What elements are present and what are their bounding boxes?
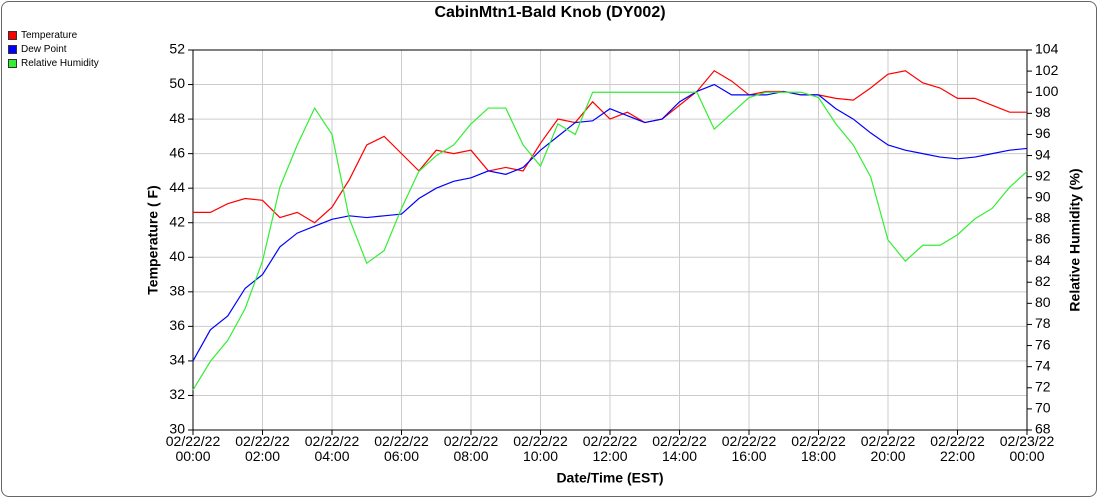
x-tick-label: 02/22/22 10:00 [513,433,568,464]
x-tick-label: 02/23/22 00:00 [999,433,1055,464]
y-tick-label: 52 [169,41,185,57]
y2-tick-label: 68 [1035,421,1051,437]
x-tick-label: 02/22/22 14:00 [652,433,707,464]
y2-tick-label: 76 [1035,336,1051,352]
x-tick-label: 02/22/22 16:00 [721,433,777,464]
y2-tick-label: 100 [1035,83,1059,99]
x-axis-title: Date/Time (EST) [556,470,663,486]
x-tick-label: 02/22/22 00:00 [165,433,221,464]
legend-item: Dew Point [8,42,99,56]
y2-tick-label: 78 [1035,315,1051,331]
y2-tick-label: 102 [1035,62,1059,78]
x-tick-label: 02/22/22 12:00 [582,433,638,464]
y2-tick-label: 74 [1035,357,1051,373]
legend-item: Temperature [8,28,99,42]
y2-axis-title: Relative Humidity (%) [1067,168,1083,311]
y-tick-label: 50 [169,75,185,91]
legend: Temperature Dew Point Relative Humidity [8,28,99,70]
legend-label: Dew Point [21,43,67,55]
y2-tick-label: 84 [1035,252,1051,268]
y-tick-label: 42 [169,213,185,229]
x-tick-label: 02/22/22 20:00 [860,433,916,464]
x-tick-label: 02/22/22 08:00 [443,433,499,464]
y2-tick-label: 82 [1035,273,1051,289]
series-line [192,83,1028,362]
y-tick-label: 44 [169,179,185,195]
y-tick-label: 48 [169,110,185,126]
y-tick-label: 34 [169,352,185,368]
y2-tick-label: 90 [1035,188,1051,204]
legend-swatch [8,58,17,68]
legend-item: Relative Humidity [8,56,99,70]
y-tick-label: 46 [169,144,185,160]
plot-border [192,49,1028,431]
x-tick-label: 02/22/22 06:00 [374,433,429,464]
series-line [193,69,1027,224]
y2-tick-label: 72 [1035,378,1051,394]
y2-tick-label: 92 [1035,167,1051,183]
y2-tick-label: 70 [1035,400,1051,416]
y-tick-label: 30 [169,421,185,437]
y-tick-label: 38 [169,283,185,299]
y-tick-label: 40 [169,248,185,264]
chart-title: CabinMtn1-Bald Knob (DY002) [434,4,665,21]
y2-tick-label: 80 [1035,294,1051,310]
series-line [192,91,1028,391]
x-tick-label: 02/22/22 02:00 [235,433,290,464]
y2-tick-label: 96 [1035,125,1051,141]
y2-tick-label: 94 [1035,146,1051,162]
y2-tick-label: 104 [1035,41,1059,57]
y2-tick-label: 98 [1035,104,1051,120]
x-tick-label: 02/22/22 04:00 [304,433,360,464]
y2-tick-label: 88 [1035,210,1051,226]
legend-swatch [8,44,17,54]
y-tick-label: 32 [169,386,185,402]
y-tick-label: 36 [169,317,185,333]
legend-label: Relative Humidity [21,57,99,69]
x-tick-label: 02/22/22 22:00 [930,433,985,464]
y2-tick-label: 86 [1035,231,1051,247]
legend-swatch [8,30,17,40]
x-tick-label: 02/22/22 18:00 [791,433,846,464]
y-axis-title: Temperature ( F) [145,185,161,294]
legend-label: Temperature [21,29,78,41]
